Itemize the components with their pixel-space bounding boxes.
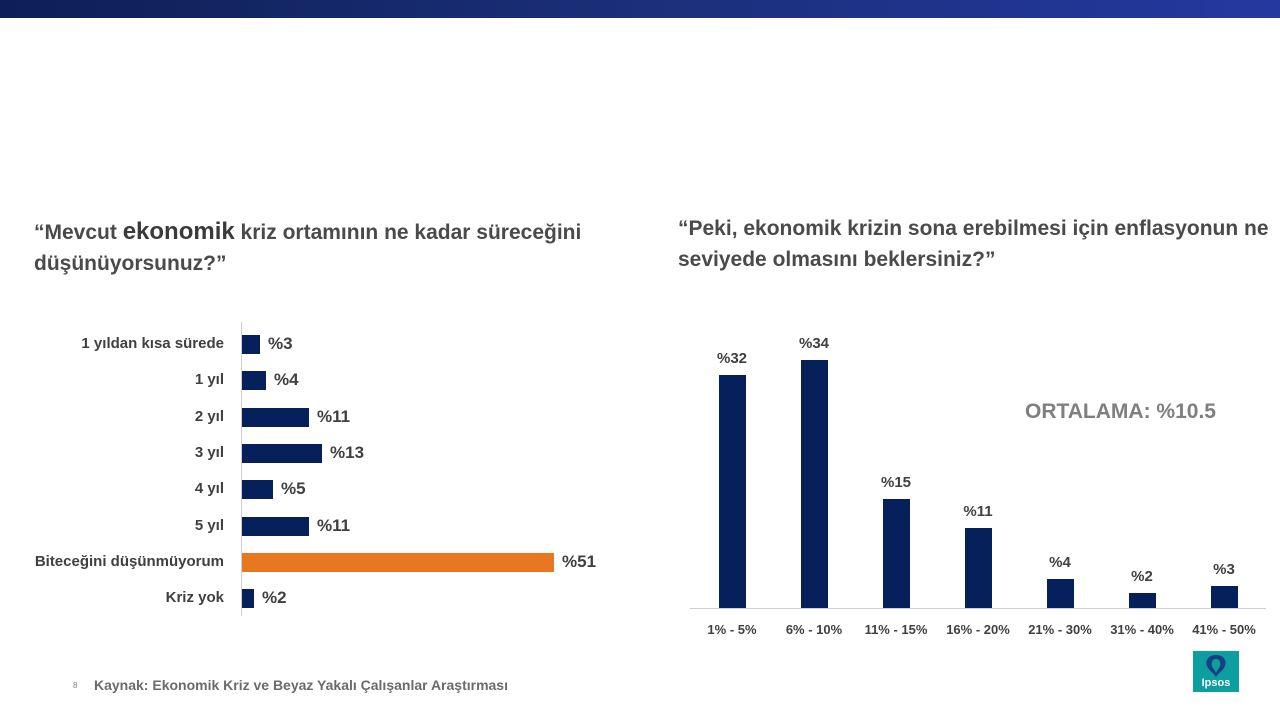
inflation-chart-baseline (690, 608, 1266, 609)
left-question-part1: “Mevcut (34, 221, 123, 244)
top-header-band (0, 0, 1280, 18)
inflation-value-label: %34 (798, 335, 830, 352)
inflation-bar (1047, 579, 1074, 608)
duration-row: Kriz yok %2 (0, 580, 640, 616)
duration-value-label: %2 (262, 588, 287, 608)
duration-row: Biteceğini düşünmüyorum %51 (0, 544, 640, 580)
duration-row: 1 yıldan kısa sürede %3 (0, 326, 640, 362)
duration-category-label: 4 yıl (194, 480, 224, 498)
inflation-bar (965, 528, 992, 608)
inflation-value-label: %15 (880, 474, 912, 491)
inflation-bar (883, 499, 910, 608)
ipsos-logo: Ipsos (1193, 651, 1239, 692)
duration-value-label: %13 (330, 442, 365, 462)
duration-category-label: 3 yıl (194, 443, 224, 461)
duration-row: 3 yıl %13 (0, 435, 640, 471)
duration-bar (242, 371, 266, 391)
duration-value-label: %5 (281, 479, 306, 499)
duration-value-label: %11 (317, 406, 351, 426)
inflation-bar (719, 375, 746, 608)
left-chart-question: “Mevcut ekonomik kriz ortamının ne kadar… (34, 216, 614, 279)
duration-value-label: %51 (562, 551, 597, 571)
page-number: 8 (73, 681, 78, 690)
inflation-category-label: 16% - 20% (946, 622, 1010, 637)
duration-bar (242, 589, 254, 609)
duration-category-label: Kriz yok (165, 589, 224, 607)
source-note: Kaynak: Ekonomik Kriz ve Beyaz Yakalı Ça… (94, 677, 508, 693)
inflation-value-label: %32 (716, 350, 748, 367)
duration-category-label: 1 yıl (194, 371, 224, 389)
duration-category-label: Biteceğini düşünmüyorum (34, 552, 224, 570)
duration-bar (242, 480, 273, 500)
left-question-part2: kriz ortamının ne kadar süreceğini düşün… (34, 221, 582, 275)
left-question-emphasis: ekonomik (122, 218, 235, 245)
duration-bar (242, 516, 309, 536)
average-label: ORTALAMA: %10.5 (1025, 400, 1216, 423)
duration-chart-axis (241, 322, 242, 616)
duration-value-label: %3 (268, 334, 293, 353)
duration-row: 1 yıl %4 (0, 362, 640, 398)
duration-category-label: 2 yıl (194, 407, 224, 425)
inflation-bar (1211, 586, 1238, 608)
inflation-category-label: 6% - 10% (785, 622, 843, 637)
ipsos-logo-mark-icon (1206, 655, 1226, 677)
inflation-category-label: 31% - 40% (1110, 622, 1174, 637)
duration-bar (242, 335, 260, 354)
inflation-bar (801, 360, 828, 608)
inflation-value-label: %4 (1049, 554, 1071, 571)
inflation-bar (1129, 593, 1156, 608)
inflation-category-label: 21% - 30% (1028, 622, 1092, 637)
duration-value-label: %11 (317, 515, 351, 535)
inflation-category-label: 11% - 15% (864, 622, 928, 637)
ipsos-logo-text: Ipsos (1201, 677, 1231, 689)
right-chart-question: “Peki, ekonomik krizin sona erebilmesi i… (678, 217, 1269, 271)
duration-bar (242, 552, 554, 572)
duration-row: 2 yıl %11 (0, 399, 640, 435)
duration-bar-chart: 1 yıldan kısa sürede %3 1 yıl %4 2 yıl %11 3 y… (0, 322, 640, 622)
inflation-category-label: 1% - 5% (707, 622, 757, 637)
duration-category-label: 1 yıldan kısa sürede (81, 335, 224, 352)
duration-bar (242, 407, 309, 427)
duration-row: 4 yıl %5 (0, 471, 640, 507)
inflation-category-label: 41% - 50% (1192, 622, 1256, 637)
duration-row: 5 yıl %11 (0, 508, 640, 544)
duration-value-label: %4 (274, 370, 299, 390)
duration-bar (242, 443, 322, 463)
inflation-column-chart: %32 1% - 5% %34 6% - 10% %15 11% - 15% %11 16% … (680, 330, 1270, 640)
inflation-value-label: %3 (1213, 561, 1235, 578)
inflation-value-label: %11 (963, 503, 993, 520)
inflation-value-label: %2 (1131, 568, 1153, 585)
duration-category-label: 5 yıl (194, 516, 224, 534)
